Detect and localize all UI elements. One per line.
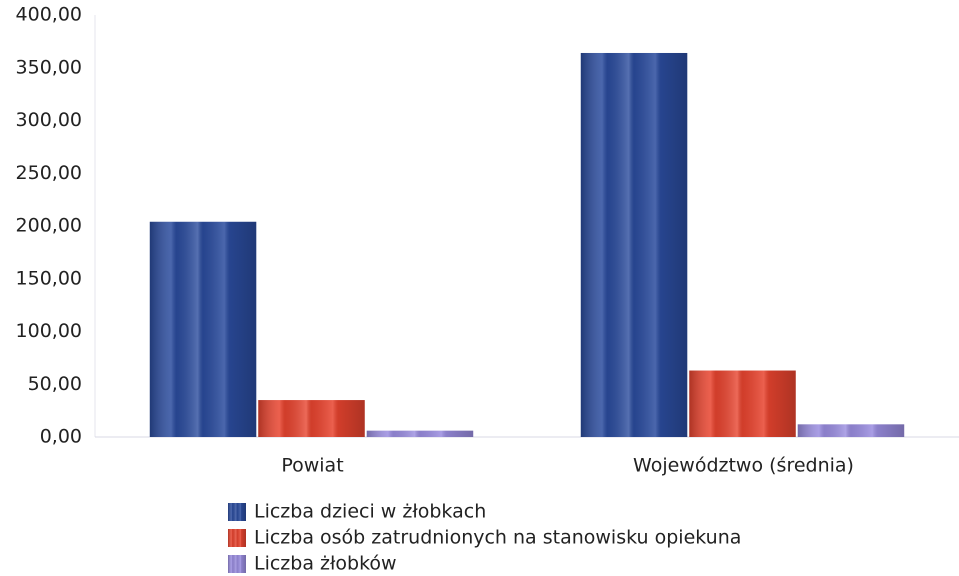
x-tick-label: Województwo (średnia) [633,455,854,477]
x-tick-label: Powiat [281,455,343,477]
legend-swatch-highlight [228,529,246,547]
bar-highlight [366,430,474,437]
legend-label: Liczba żłobków [254,553,397,575]
y-tick-label: 100,00 [16,320,82,342]
y-tick-label: 0,00 [40,426,82,448]
y-tick-label: 250,00 [16,162,82,184]
bar-highlight [258,400,365,437]
y-tick-label: 350,00 [16,56,82,78]
y-tick-label: 400,00 [16,4,82,26]
legend-label: Liczba dzieci w żłobkach [254,501,486,523]
y-tick-label: 150,00 [16,267,82,289]
bar-highlight [580,52,688,437]
legend-label: Liczba osób zatrudnionych na stanowisku … [254,527,741,549]
y-tick-label: 300,00 [16,109,82,131]
y-tick-label: 200,00 [16,215,82,237]
bar-highlight [797,424,905,437]
y-tick-label: 50,00 [28,373,82,395]
bar-highlight [149,221,257,437]
bar-highlight [689,370,796,437]
legend-swatch-highlight [228,503,246,521]
legend-swatch-highlight [228,555,246,573]
